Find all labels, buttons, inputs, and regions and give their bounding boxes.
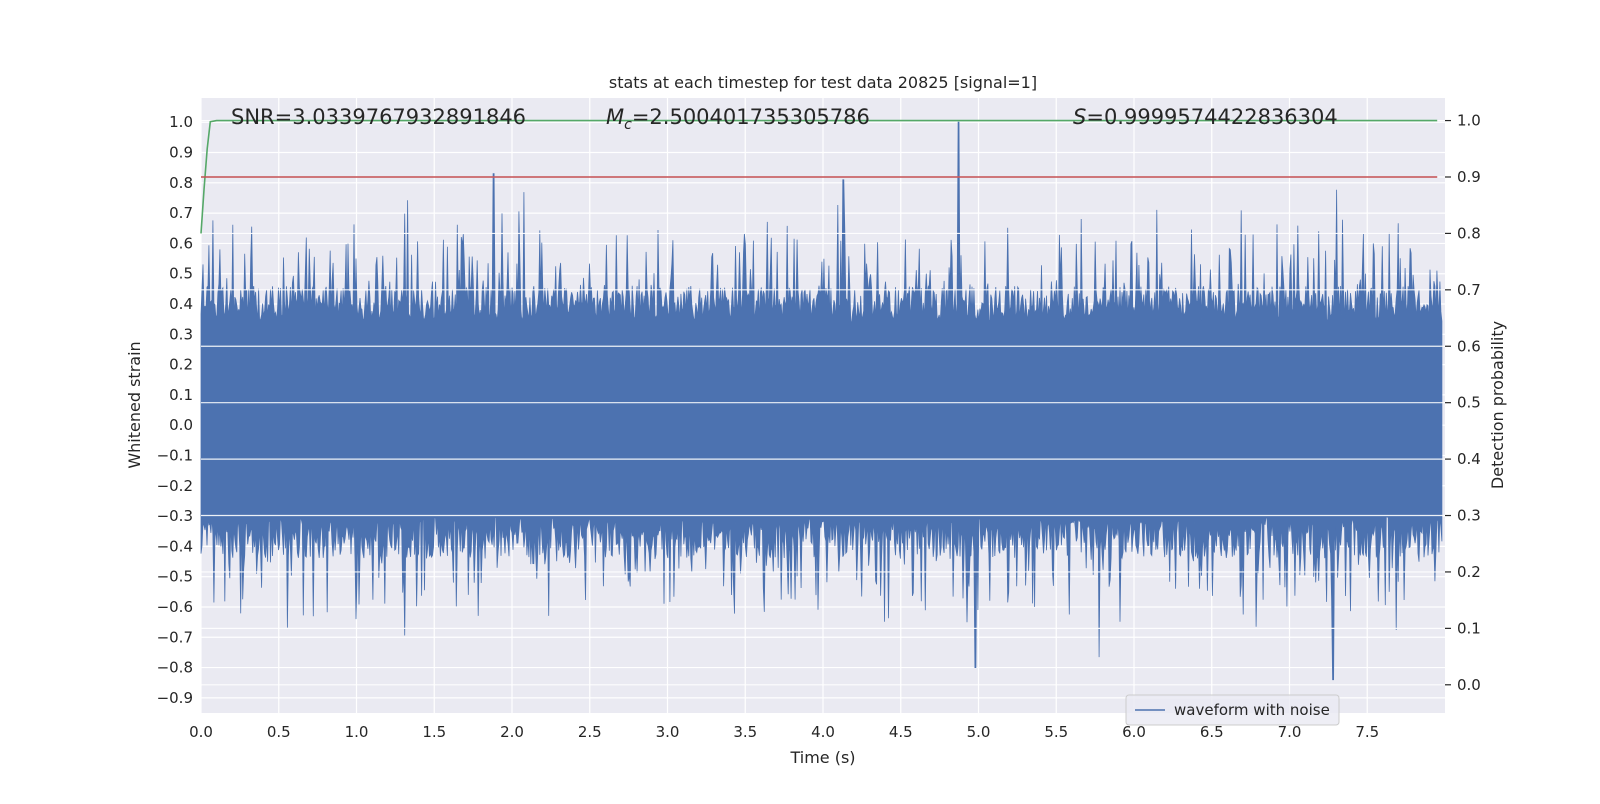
y-tick-label: 0.4 [169,295,193,313]
legend: waveform with noise [1125,694,1340,726]
y-tick-label: −0.7 [157,628,193,646]
y-tick-label: 0.6 [169,234,193,252]
x-tick-label: 5.5 [1044,723,1068,741]
y2-tick-label: 0.6 [1457,337,1481,355]
snr-annotation: SNR=3.0339767932891846 [231,105,526,129]
y-tick-label: −0.6 [157,598,193,616]
y2-tick-label: 0.8 [1457,224,1481,242]
x-tick-label: 4.5 [889,723,913,741]
x-tick-label: 6.5 [1200,723,1224,741]
legend-label: waveform with noise [1174,701,1330,719]
y2-tick-label: 1.0 [1457,112,1481,130]
y2-tick-labels: 1.0 0.9 0.8 0.7 0.6 0.5 0.4 0.3 0.2 0.1 0.0 [1445,112,1481,694]
x-axis-label: Time (s) [789,748,855,767]
chirp-mass-value: =2.500401735305786 [632,105,870,129]
y2-tick-label: 0.2 [1457,563,1481,581]
x-tick-label: 3.0 [656,723,680,741]
y-tick-label: −0.3 [157,507,193,525]
x-tick-label: 7.5 [1355,723,1379,741]
x-tick-label: 5.0 [967,723,991,741]
y-tick-label: 0.3 [169,325,193,343]
x-tick-labels: 0.0 0.5 1.0 1.5 2.0 2.5 3.0 3.5 4.0 4.5 5.0 5.5 6.0 6… [189,723,1379,741]
y-tick-label: −0.8 [157,659,193,677]
y-tick-label: −0.1 [157,446,193,464]
y-tick-label: 0.8 [169,174,193,192]
y-tick-label: 0.5 [169,265,193,283]
x-tick-label: 0.5 [267,723,291,741]
y2-tick-label: 0.5 [1457,394,1481,412]
waveform-series [200,121,1443,681]
y-tick-label: 0.2 [169,356,193,374]
y-tick-label: 1.0 [169,113,193,131]
y2-tick-label: 0.7 [1457,281,1481,299]
score-annotation: S=0.9999574422836304 [1073,105,1338,129]
chirp-mass-annotation: Mc=2.500401735305786 [606,105,870,133]
x-tick-label: 7.0 [1278,723,1302,741]
y-tick-label: 0.7 [169,204,193,222]
x-tick-label: 2.0 [500,723,524,741]
x-tick-label: 1.0 [345,723,369,741]
y-tick-label: 0.9 [169,144,193,162]
y-tick-label: 0.1 [169,386,193,404]
chirp-mass-subscript: c [624,117,632,133]
waveform-envelope [200,121,1443,681]
x-tick-label: 3.5 [733,723,757,741]
x-tick-label: 2.5 [578,723,602,741]
y-tick-label: −0.2 [157,477,193,495]
y2-tick-label: 0.0 [1457,676,1481,694]
y-tick-labels: 1.0 0.9 0.8 0.7 0.6 0.5 0.4 0.3 0.2 0.1 0.0 −0.1 −0.… [157,113,193,707]
legend-box [1125,694,1340,726]
score-symbol: S [1073,105,1086,129]
y-axis-label: Whitened strain [125,341,144,468]
x-tick-label: 6.0 [1122,723,1146,741]
x-tick-label: 1.5 [422,723,446,741]
x-tick-label: 0.0 [189,723,213,741]
detection-probability-line [200,119,1438,234]
y2-tick-label: 0.1 [1457,619,1481,637]
y-tick-label: −0.5 [157,568,193,586]
y-tick-label: 0.0 [169,416,193,434]
y2-tick-label: 0.3 [1457,507,1481,525]
score-value: =0.9999574422836304 [1086,105,1337,129]
x-tick-label: 4.0 [811,723,835,741]
y-tick-label: −0.4 [157,537,193,555]
y-tick-label: −0.9 [157,689,193,707]
y2-tick-label: 0.4 [1457,450,1481,468]
chart-title: stats at each timestep for test data 208… [609,73,1037,92]
y2-tick-label: 0.9 [1457,168,1481,186]
chirp-mass-symbol: M [606,105,624,129]
y2-axis-label: Detection probability [1488,321,1507,489]
